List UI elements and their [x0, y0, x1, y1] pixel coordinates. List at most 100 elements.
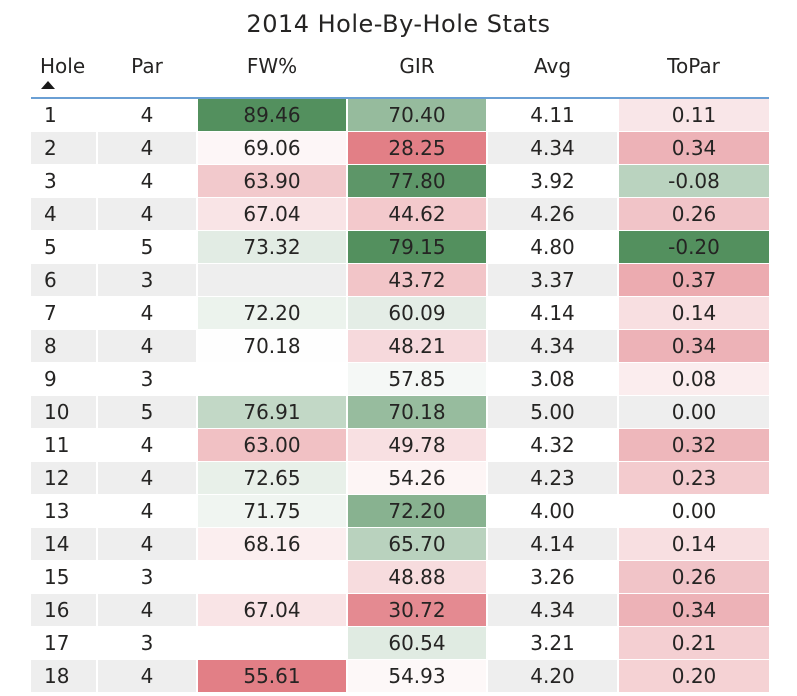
cell-avg: 3.92 [486, 164, 618, 198]
cell-topar: 0.34 [617, 131, 769, 165]
cell-topar: 0.08 [617, 362, 769, 396]
cell-fw [196, 263, 347, 297]
cell-hole: 10 [31, 395, 97, 429]
table-row[interactable]: 2 4 69.06 28.25 4.34 0.34 [31, 131, 769, 165]
cell-hole: 1 [31, 98, 97, 132]
cell-hole: 13 [31, 494, 97, 528]
cell-fw: 70.18 [196, 329, 347, 363]
column-header-gir[interactable]: GIR [347, 48, 487, 99]
table-row[interactable]: 13 4 71.75 72.20 4.00 0.00 [31, 494, 769, 528]
table-row[interactable]: 11 4 63.00 49.78 4.32 0.32 [31, 428, 769, 462]
cell-avg: 4.14 [486, 527, 618, 561]
cell-fw: 63.90 [196, 164, 347, 198]
cell-gir: 60.09 [346, 296, 487, 330]
cell-par: 3 [96, 626, 197, 660]
table-row[interactable]: 14 4 68.16 65.70 4.14 0.14 [31, 527, 769, 561]
table-row[interactable]: 3 4 63.90 77.80 3.92 -0.08 [31, 164, 769, 198]
cell-topar: 0.00 [617, 494, 769, 528]
cell-gir: 77.80 [346, 164, 487, 198]
cell-avg: 3.37 [486, 263, 618, 297]
column-header-label: ToPar [667, 54, 720, 78]
chart-title: 2014 Hole-By-Hole Stats [246, 10, 551, 38]
table-body: 1 4 89.46 70.40 4.11 0.11 2 4 69.06 28.25 4.34 0.34… [31, 98, 769, 693]
cell-fw [196, 626, 347, 660]
cell-fw: 71.75 [196, 494, 347, 528]
column-header-fw[interactable]: FW% [197, 48, 347, 99]
cell-par: 4 [96, 461, 197, 495]
cell-par: 3 [96, 560, 197, 594]
table-row[interactable]: 6 3 43.72 3.37 0.37 [31, 263, 769, 297]
cell-par: 4 [96, 494, 197, 528]
cell-avg: 4.20 [486, 659, 618, 693]
cell-topar: 0.20 [617, 659, 769, 693]
cell-fw: 67.04 [196, 593, 347, 627]
cell-fw: 69.06 [196, 131, 347, 165]
cell-par: 5 [96, 230, 197, 264]
cell-hole: 4 [31, 197, 97, 231]
column-header-avg[interactable]: Avg [487, 48, 618, 99]
cell-topar: 0.00 [617, 395, 769, 429]
cell-topar: -0.08 [617, 164, 769, 198]
cell-par: 4 [96, 197, 197, 231]
cell-par: 4 [96, 527, 197, 561]
cell-avg: 4.26 [486, 197, 618, 231]
cell-avg: 5.00 [486, 395, 618, 429]
cell-par: 4 [96, 296, 197, 330]
table-row[interactable]: 8 4 70.18 48.21 4.34 0.34 [31, 329, 769, 363]
cell-fw: 68.16 [196, 527, 347, 561]
cell-hole: 8 [31, 329, 97, 363]
column-header-label: Par [131, 54, 163, 78]
cell-fw: 72.20 [196, 296, 347, 330]
table-row[interactable]: 1 4 89.46 70.40 4.11 0.11 [31, 98, 769, 132]
cell-fw: 63.00 [196, 428, 347, 462]
cell-hole: 16 [31, 593, 97, 627]
cell-fw: 67.04 [196, 197, 347, 231]
cell-gir: 44.62 [346, 197, 487, 231]
cell-gir: 54.26 [346, 461, 487, 495]
cell-gir: 60.54 [346, 626, 487, 660]
cell-par: 4 [96, 593, 197, 627]
table-row[interactable]: 18 4 55.61 54.93 4.20 0.20 [31, 659, 769, 693]
cell-hole: 18 [31, 659, 97, 693]
table-row[interactable]: 5 5 73.32 79.15 4.80 -0.20 [31, 230, 769, 264]
sort-ascending-icon[interactable] [41, 81, 55, 89]
table-row[interactable]: 4 4 67.04 44.62 4.26 0.26 [31, 197, 769, 231]
cell-hole: 14 [31, 527, 97, 561]
table-row[interactable]: 10 5 76.91 70.18 5.00 0.00 [31, 395, 769, 429]
cell-avg: 4.23 [486, 461, 618, 495]
cell-par: 5 [96, 395, 197, 429]
cell-gir: 54.93 [346, 659, 487, 693]
column-header-label: FW% [246, 54, 298, 78]
cell-topar: -0.20 [617, 230, 769, 264]
cell-gir: 72.20 [346, 494, 487, 528]
cell-hole: 12 [31, 461, 97, 495]
cell-par: 4 [96, 164, 197, 198]
cell-gir: 48.88 [346, 560, 487, 594]
column-header-topar[interactable]: ToPar [618, 48, 769, 99]
table-row[interactable]: 15 3 48.88 3.26 0.26 [31, 560, 769, 594]
cell-hole: 11 [31, 428, 97, 462]
cell-hole: 15 [31, 560, 97, 594]
cell-avg: 4.34 [486, 131, 618, 165]
table-row[interactable]: 9 3 57.85 3.08 0.08 [31, 362, 769, 396]
cell-topar: 0.14 [617, 296, 769, 330]
cell-fw: 72.65 [196, 461, 347, 495]
cell-fw: 89.46 [196, 98, 347, 132]
cell-par: 3 [96, 362, 197, 396]
cell-topar: 0.11 [617, 98, 769, 132]
cell-avg: 4.14 [486, 296, 618, 330]
table-row[interactable]: 17 3 60.54 3.21 0.21 [31, 626, 769, 660]
cell-topar: 0.14 [617, 527, 769, 561]
cell-avg: 4.34 [486, 329, 618, 363]
cell-hole: 6 [31, 263, 97, 297]
cell-avg: 3.26 [486, 560, 618, 594]
column-header-par[interactable]: Par [97, 48, 197, 99]
table-row[interactable]: 12 4 72.65 54.26 4.23 0.23 [31, 461, 769, 495]
table-row[interactable]: 7 4 72.20 60.09 4.14 0.14 [31, 296, 769, 330]
column-header-hole[interactable]: Hole [31, 48, 97, 99]
cell-par: 4 [96, 131, 197, 165]
table-row[interactable]: 16 4 67.04 30.72 4.34 0.34 [31, 593, 769, 627]
cell-avg: 4.32 [486, 428, 618, 462]
column-header-label: GIR [399, 54, 435, 78]
